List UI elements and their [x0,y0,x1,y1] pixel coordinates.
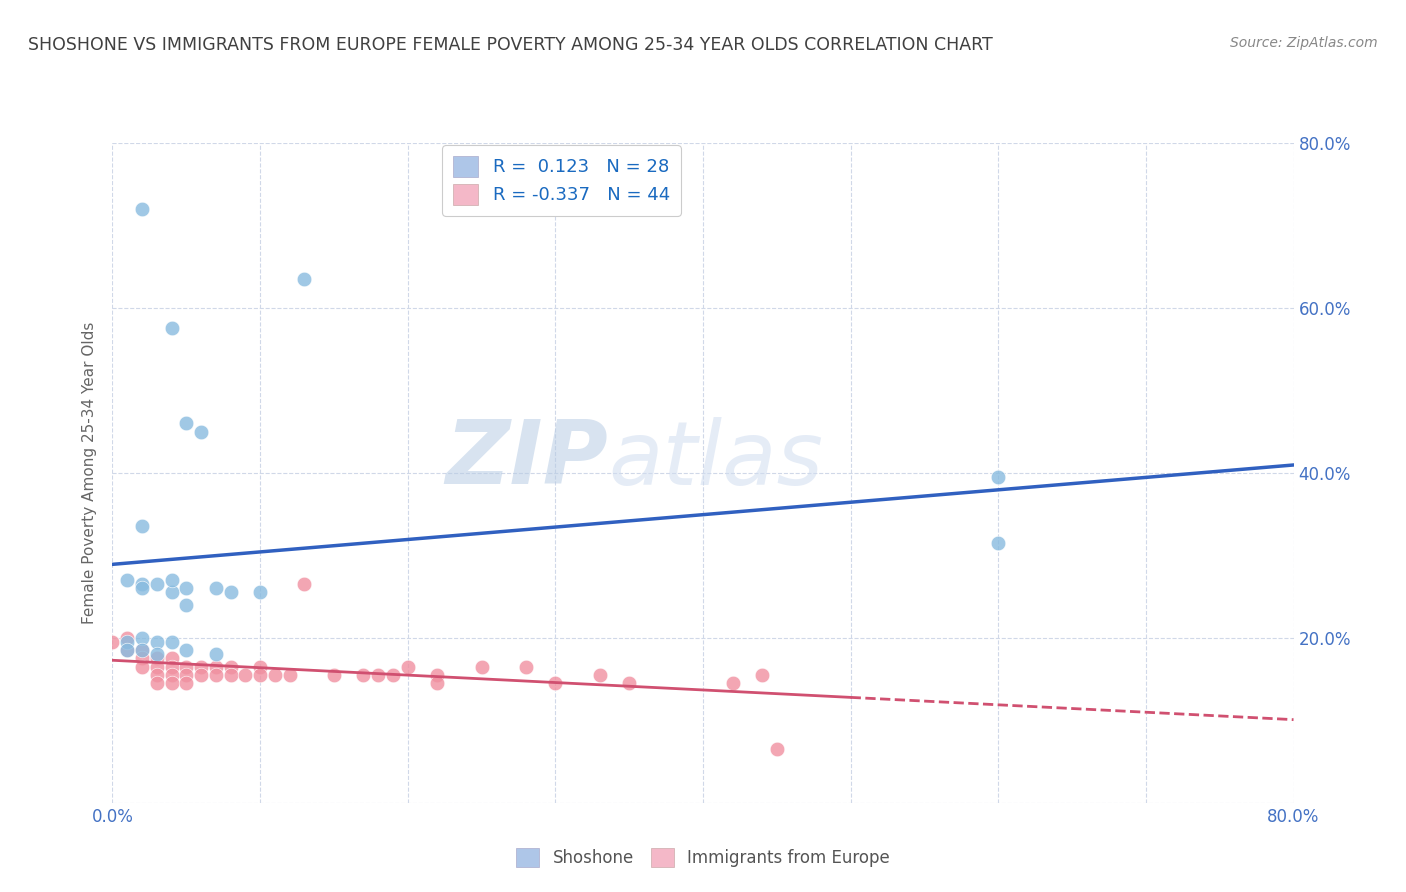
Point [174,676,197,690]
Point [117,643,138,657]
Point [146,659,169,673]
Point [146,635,169,649]
Point [131,631,153,645]
Point [619,676,641,690]
Point [117,573,138,587]
Text: ZIP: ZIP [446,416,609,503]
Text: Source: ZipAtlas.com: Source: ZipAtlas.com [1230,36,1378,50]
Point [160,651,183,665]
Point [160,659,183,673]
Point [131,582,153,596]
Point [352,668,374,682]
Legend: Shoshone, Immigrants from Europe: Shoshone, Immigrants from Europe [509,841,897,873]
Point [249,668,271,682]
Point [117,631,138,645]
Point [264,668,287,682]
Point [219,668,242,682]
Point [117,643,138,657]
Point [131,659,153,673]
Point [323,668,346,682]
Point [367,668,389,682]
Point [249,585,271,599]
Point [751,668,773,682]
Point [205,648,228,662]
Point [190,425,212,439]
Point [160,635,183,649]
Point [117,635,138,649]
Point [382,668,405,682]
Point [205,659,228,673]
Point [987,470,1010,484]
Point [292,577,315,591]
Point [205,582,228,596]
Point [131,643,153,657]
Point [131,643,153,657]
Point [146,676,169,690]
Point [146,651,169,665]
Point [160,321,183,335]
Point [146,668,169,682]
Point [174,417,197,431]
Point [174,643,197,657]
Point [426,676,449,690]
Point [219,659,242,673]
Point [396,659,419,673]
Point [249,659,271,673]
Point [131,651,153,665]
Point [544,676,567,690]
Point [131,577,153,591]
Point [205,668,228,682]
Point [721,676,744,690]
Point [190,668,212,682]
Point [292,272,315,286]
Point [588,668,610,682]
Point [190,659,212,673]
Point [174,668,197,682]
Point [101,635,124,649]
Point [160,676,183,690]
Point [146,577,169,591]
Point [174,582,197,596]
Point [987,536,1010,550]
Text: SHOSHONE VS IMMIGRANTS FROM EUROPE FEMALE POVERTY AMONG 25-34 YEAR OLDS CORRELAT: SHOSHONE VS IMMIGRANTS FROM EUROPE FEMAL… [28,36,993,54]
Point [233,668,256,682]
Point [160,573,183,587]
Point [160,668,183,682]
Point [174,598,197,612]
Point [131,519,153,533]
Point [515,659,537,673]
Text: atlas: atlas [609,417,824,502]
Point [278,668,301,682]
Point [174,659,197,673]
Point [219,585,242,599]
Point [146,648,169,662]
Point [470,659,494,673]
Point [426,668,449,682]
Point [131,202,153,216]
Point [766,742,789,756]
Point [160,585,183,599]
Y-axis label: Female Poverty Among 25-34 Year Olds: Female Poverty Among 25-34 Year Olds [82,322,97,624]
